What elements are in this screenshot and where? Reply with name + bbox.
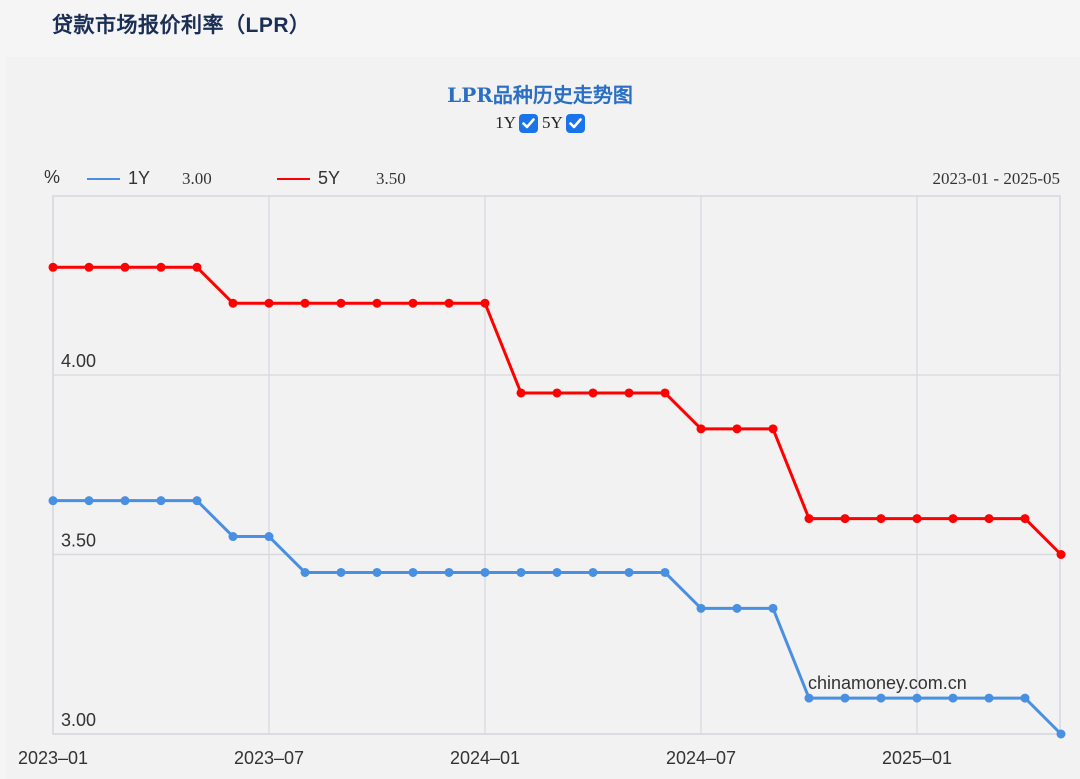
- data-point[interactable]: [408, 298, 418, 308]
- data-point[interactable]: [264, 298, 274, 308]
- data-point[interactable]: [912, 514, 922, 524]
- data-point[interactable]: [444, 567, 454, 577]
- data-point[interactable]: [300, 298, 310, 308]
- data-point[interactable]: [48, 262, 58, 272]
- data-point[interactable]: [84, 496, 94, 506]
- series-lines: [48, 262, 1066, 739]
- data-point[interactable]: [336, 298, 346, 308]
- data-point[interactable]: [660, 567, 670, 577]
- y-axis-unit: %: [44, 167, 61, 187]
- data-point[interactable]: [84, 262, 94, 272]
- data-point[interactable]: [516, 388, 526, 398]
- legend-line-icon-1y: [87, 177, 120, 180]
- data-point[interactable]: [840, 693, 850, 703]
- x-tick-label: 2023–01: [18, 748, 88, 768]
- y-tick-label: 3.00: [61, 710, 96, 730]
- plot-frame: [52, 195, 1061, 735]
- x-tick-label: 2024–01: [450, 748, 520, 768]
- data-point[interactable]: [48, 496, 58, 506]
- data-point[interactable]: [876, 693, 886, 703]
- x-tick-label: 2024–07: [666, 748, 736, 768]
- data-point[interactable]: [1056, 550, 1066, 559]
- data-point[interactable]: [696, 424, 706, 434]
- data-point[interactable]: [372, 567, 382, 577]
- data-point[interactable]: [624, 388, 634, 398]
- data-point[interactable]: [192, 496, 202, 506]
- legend-name-5y: 5Y: [318, 168, 341, 188]
- data-point[interactable]: [120, 496, 130, 506]
- legend-item-1y[interactable]: 1Y: [87, 168, 150, 189]
- data-point[interactable]: [120, 262, 130, 272]
- date-range: 2023-01 - 2025-05: [932, 169, 1060, 188]
- chart-panel: [6, 57, 1080, 779]
- data-point[interactable]: [1056, 729, 1066, 739]
- toggle-5y-label: 5Y: [542, 113, 563, 132]
- y-tick-label: 4.00: [61, 351, 96, 371]
- legend-value-1y: 3.00: [182, 169, 212, 188]
- x-tick-label: 2023–07: [234, 748, 304, 768]
- axis-labels: 3.00 3.50 4.00 2023–01 2023–07 2024–01 2024–07…: [18, 351, 952, 768]
- data-point[interactable]: [480, 567, 490, 577]
- data-point[interactable]: [228, 298, 238, 308]
- data-point[interactable]: [444, 298, 454, 308]
- y-tick-label: 3.50: [61, 531, 96, 551]
- data-point[interactable]: [624, 567, 634, 577]
- data-point[interactable]: [840, 514, 850, 524]
- data-point[interactable]: [948, 693, 958, 703]
- legend-value-5y: 3.50: [376, 169, 406, 188]
- data-point[interactable]: [804, 693, 814, 703]
- data-point[interactable]: [192, 262, 202, 272]
- toggle-1y-label: 1Y: [495, 113, 516, 132]
- grid-lines: [52, 195, 1061, 735]
- data-point[interactable]: [984, 514, 994, 524]
- data-point[interactable]: [696, 603, 706, 613]
- data-point[interactable]: [372, 298, 382, 308]
- series-toggles: 1Y 5Y: [0, 113, 1080, 133]
- data-point[interactable]: [984, 693, 994, 703]
- series-line-1y: [53, 499, 1063, 736]
- data-point[interactable]: [480, 298, 490, 308]
- data-point[interactable]: [948, 514, 958, 524]
- toggle-5y[interactable]: 5Y: [542, 113, 585, 133]
- check-icon: [522, 117, 535, 128]
- data-point[interactable]: [264, 532, 274, 542]
- data-point[interactable]: [408, 567, 418, 577]
- data-point[interactable]: [768, 424, 778, 434]
- chart-legend: % 1Y 3.00 5Y 3.50 2023-01 - 2025-05: [0, 165, 1080, 195]
- series-line-5y: [53, 265, 1063, 556]
- page-title: 贷款市场报价利率（LPR）: [52, 14, 311, 37]
- data-point[interactable]: [552, 567, 562, 577]
- watermark: chinamoney.com.cn: [808, 673, 967, 693]
- data-point[interactable]: [912, 693, 922, 703]
- data-point[interactable]: [588, 567, 598, 577]
- chart-title: LPR品种历史走势图: [447, 83, 633, 107]
- data-point[interactable]: [588, 388, 598, 398]
- data-point[interactable]: [228, 532, 238, 542]
- data-point[interactable]: [660, 388, 670, 398]
- legend-name-1y: 1Y: [128, 168, 151, 188]
- legend-item-5y[interactable]: 5Y: [277, 168, 340, 189]
- data-point[interactable]: [804, 514, 814, 524]
- data-point[interactable]: [732, 424, 742, 434]
- data-point[interactable]: [1020, 514, 1030, 524]
- check-icon: [568, 117, 582, 128]
- data-point[interactable]: [876, 514, 886, 524]
- data-point[interactable]: [516, 567, 526, 577]
- legend-line-icon-5y: [277, 177, 310, 180]
- data-point[interactable]: [732, 603, 742, 613]
- data-point[interactable]: [156, 496, 166, 506]
- data-point[interactable]: [1020, 693, 1030, 703]
- checkbox-1y[interactable]: [519, 113, 538, 133]
- data-point[interactable]: [156, 262, 166, 272]
- data-point[interactable]: [552, 388, 562, 398]
- x-tick-label: 2025–01: [882, 748, 952, 768]
- data-point[interactable]: [768, 603, 778, 613]
- toggle-1y[interactable]: 1Y: [495, 113, 538, 133]
- data-point[interactable]: [300, 567, 310, 577]
- data-point[interactable]: [336, 567, 346, 577]
- checkbox-5y[interactable]: [565, 113, 585, 133]
